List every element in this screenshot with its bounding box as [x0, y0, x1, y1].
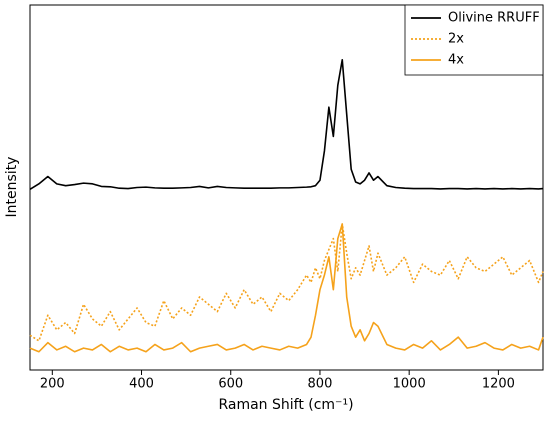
x-tick-label: 1200 — [482, 377, 515, 392]
legend-label: 4x — [448, 53, 464, 68]
x-tick-label: 1000 — [393, 377, 426, 392]
x-tick-label: 600 — [218, 377, 243, 392]
legend-label: 2x — [448, 32, 464, 47]
data-line — [29, 223, 544, 342]
legend-label: Olivine RRUFF — [448, 11, 540, 26]
y-axis-label: Intensity — [4, 157, 20, 218]
data-line — [29, 58, 544, 191]
legend-box — [404, 4, 544, 76]
plot-frame — [29, 4, 544, 371]
data-line — [29, 223, 544, 353]
x-tick-label: 400 — [129, 377, 154, 392]
x-axis-label: Raman Shift (cm⁻¹) — [218, 397, 353, 413]
x-tick-label: 200 — [40, 377, 65, 392]
x-tick-label: 800 — [308, 377, 333, 392]
